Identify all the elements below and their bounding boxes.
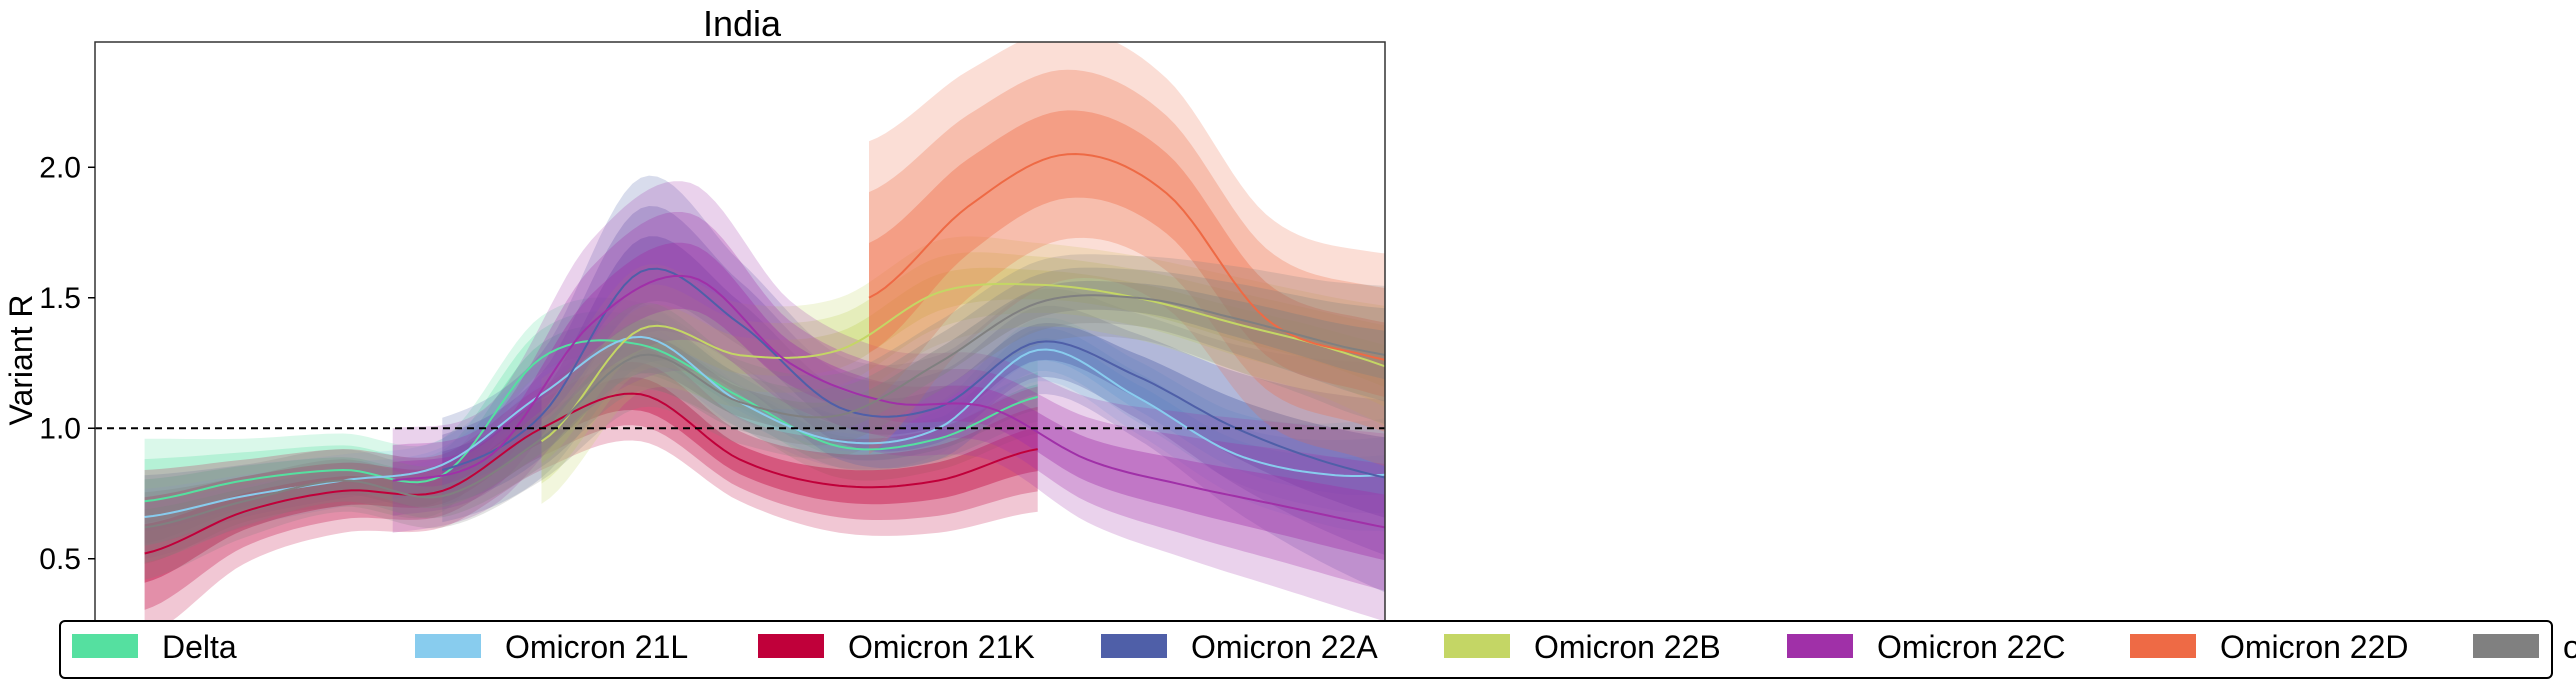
line-omicron-21l <box>144 335 1385 518</box>
legend-swatch-other <box>2473 634 2539 658</box>
line-omicron-22b <box>540 282 1385 443</box>
line-omicron-22a <box>442 267 1385 479</box>
band-other-1 <box>144 254 1385 580</box>
line-delta <box>144 339 1038 503</box>
legend-label-other: other <box>2563 629 2576 665</box>
band-omicron-22d-3 <box>869 110 1385 397</box>
bands-layer <box>144 42 1385 624</box>
legend-swatch-delta <box>72 634 138 658</box>
legend-label-omicron-21l: Omicron 21L <box>505 629 688 665</box>
band-omicron-22d-2 <box>869 69 1385 432</box>
chart-title: India <box>703 3 782 44</box>
band-omicron-21l-2 <box>144 315 1385 546</box>
band-omicron-22a-2 <box>442 206 1385 555</box>
legend-swatch-omicron-21k <box>758 634 824 658</box>
band-other-3 <box>144 280 1385 546</box>
band-omicron-22d-1 <box>869 42 1385 467</box>
legend-label-delta: Delta <box>162 629 237 665</box>
y-axis-label: Variant R <box>3 294 39 425</box>
legend-swatch-omicron-22d <box>2130 634 2196 658</box>
band-omicron-21k-2 <box>144 361 1038 610</box>
legend-swatch-omicron-22b <box>1444 634 1510 658</box>
band-delta-1 <box>144 297 1038 564</box>
band-omicron-21l-1 <box>144 305 1385 559</box>
band-omicron-21k-3 <box>144 377 1038 583</box>
legend: Delta Omicron 21L Omicron 21K Omicron 22A Om… <box>72 629 2576 665</box>
band-omicron-21k-1 <box>144 346 1038 624</box>
y-tick-label: 1.0 <box>39 412 81 445</box>
legend-label-omicron-22b: Omicron 22B <box>1534 629 1721 665</box>
legend-box <box>59 620 2553 679</box>
line-omicron-22d <box>868 152 1385 361</box>
y-ticks: 0.5 1.0 1.5 2.0 <box>39 151 95 576</box>
y-tick-label: 0.5 <box>39 543 81 576</box>
band-omicron-22b-3 <box>541 267 1385 464</box>
legend-label-omicron-22a: Omicron 22A <box>1191 629 1378 665</box>
legend-label-omicron-21k: Omicron 21K <box>848 629 1035 665</box>
line-omicron-22c <box>392 274 1385 529</box>
band-omicron-22b-2 <box>541 252 1385 484</box>
legend-swatch-omicron-22a <box>1101 634 1167 658</box>
lines-layer <box>144 152 1385 555</box>
line-omicron-21k <box>144 392 1038 555</box>
band-delta-2 <box>144 311 1038 544</box>
legend-label-omicron-22d: Omicron 22D <box>2220 629 2409 665</box>
legend-swatch-omicron-22c <box>1787 634 1853 658</box>
band-omicron-22a-1 <box>442 175 1385 593</box>
legend-label-omicron-22c: Omicron 22C <box>1877 629 2066 665</box>
y-tick-label: 1.5 <box>39 282 81 315</box>
line-other <box>144 294 1385 529</box>
y-tick-label: 2.0 <box>39 151 81 184</box>
legend-swatch-omicron-21l <box>415 634 481 658</box>
